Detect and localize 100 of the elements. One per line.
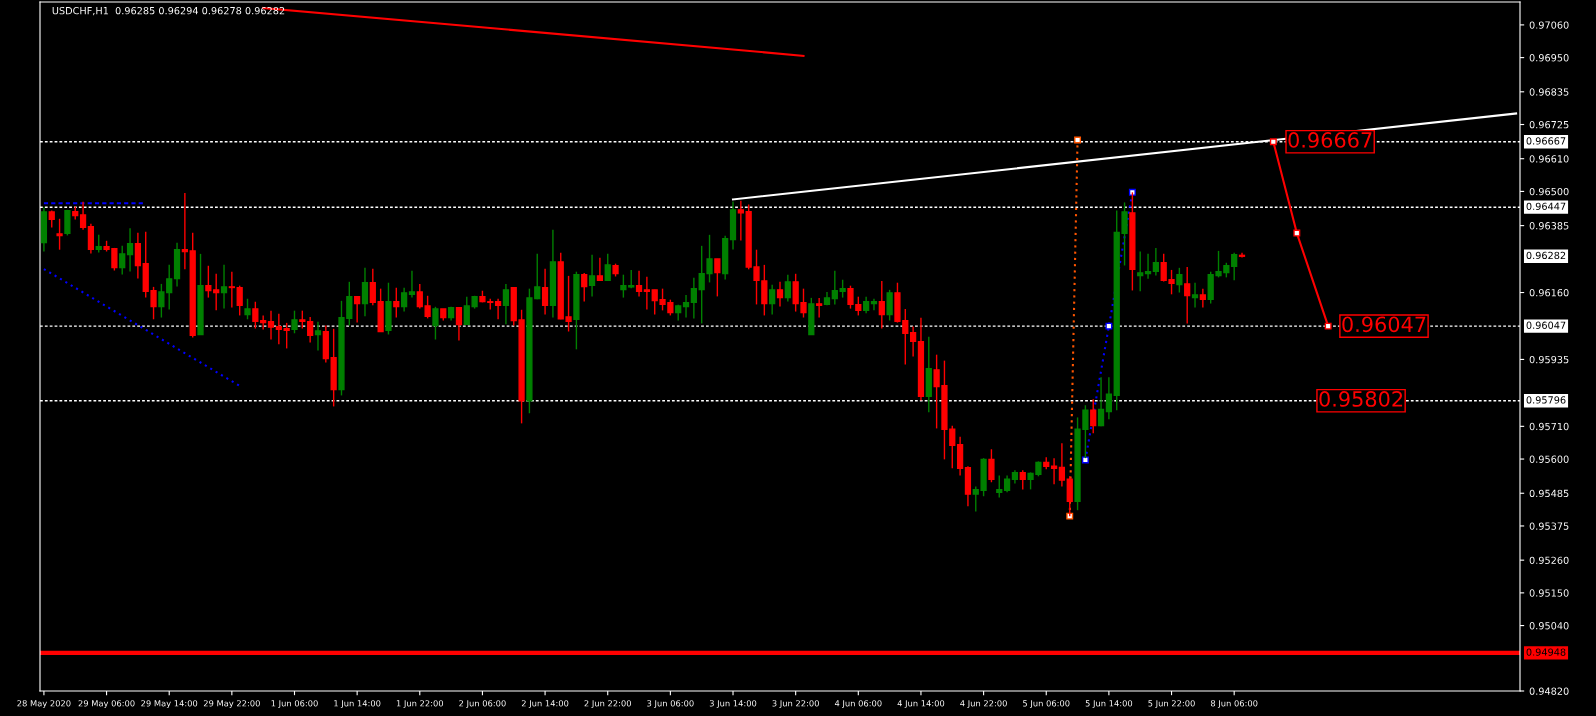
annotation: 0.96047 [1342,316,1426,333]
ref-line-label: 0.96667 [1526,137,1566,145]
point [1105,322,1113,330]
candlestick [1137,250,1144,293]
ref-line-label: 0.95796 [1526,396,1566,404]
candlestick [1050,457,1058,486]
x-tick-label: 1 Jun 22:00 [396,700,444,709]
y-tick-label: 0.95375 [1529,522,1569,530]
candlestick [1097,376,1105,428]
candlestick [291,309,298,334]
x-tick-label: 8 Jun 06:00 [1210,700,1258,709]
candlestick [1231,251,1238,282]
candlestick [408,270,416,299]
x-tick-label: 1 Jun 06:00 [271,700,318,709]
text: 0.96282 [1526,251,1566,260]
candlestick [816,297,823,319]
point [1293,229,1301,237]
candlestick [1058,442,1066,488]
y-tick-label: 0.95710 [1529,422,1569,431]
candlestick [401,287,408,313]
y-tick-label: 0.96610 [1529,155,1569,163]
x-tick-label: 5 Jun 22:00 [1148,700,1195,709]
candlestick [64,209,71,237]
y-tick-label: 0.95600 [1529,455,1569,463]
candlestick [690,276,697,320]
candlestick [1066,475,1073,517]
candlestick [354,295,361,324]
x-tick-label: 4 Jun 22:00 [960,700,1007,709]
candlestick [784,273,791,303]
candlestick [831,270,838,306]
candlestick [56,218,63,251]
candlestick [260,314,267,331]
y-tick-label: 0.95260 [1529,556,1569,564]
ref-line-label: 0.94948 [1526,648,1566,656]
candlestick [643,276,651,311]
point [1081,456,1089,464]
candlestick [1191,282,1199,309]
candlestick [604,253,611,282]
candlestick [1019,469,1026,491]
candlestick [1184,266,1191,325]
candlestick [956,436,964,477]
candlestick [1144,253,1152,280]
y-tick-label: 0.97060 [1529,21,1569,29]
candlestick [988,448,995,483]
candlestick [205,265,212,299]
x-tick-label: 2 Jun 22:00 [584,700,631,709]
candlestick [714,258,721,298]
candlestick [1152,247,1159,277]
y-tick-label: 0.94820 [1529,687,1569,695]
candlestick [283,322,290,350]
candlestick [307,316,314,344]
candlestick [581,272,588,303]
x-tick-label: 4 Jun 14:00 [897,700,945,709]
candlestick [1090,398,1097,434]
y-tick-label: 0.95040 [1529,622,1569,630]
candlestick [252,301,259,330]
x-tick-label: 28 May 2020 [17,700,71,709]
y-tick-label: 0.95935 [1529,355,1569,364]
x-tick-label: 5 Jun 06:00 [1023,700,1070,709]
candlestick [635,270,643,298]
candlestick [541,268,549,316]
candlestick [1105,376,1113,420]
candlestick [134,232,142,280]
annotation: 0.96667 [1288,132,1372,148]
candlestick [596,257,604,282]
x-tick-label: 3 Jun 14:00 [709,700,757,709]
candlestick [432,306,439,341]
x-tick-label: 4 Jun 06:00 [834,700,882,709]
x-tick-label: 1 Jun 14:00 [334,700,381,709]
candlestick [769,284,776,316]
x-tick-label: 3 Jun 22:00 [772,700,819,709]
point [1269,138,1277,146]
candlestick [776,281,784,308]
candlestick [369,268,376,307]
candlestick [119,245,126,276]
candlestick [870,298,878,312]
x-tick-label: 5 Jun 14:00 [1085,700,1133,709]
candlestick [1199,287,1206,309]
candlestick [267,309,275,341]
candlestick [737,199,744,242]
candlestick [236,284,243,317]
x-tick-label: 29 May 06:00 [78,700,135,709]
chart-title: USDCHF,H1 0.96285 0.96294 0.96278 0.96282 [52,6,285,16]
candlestick [886,289,893,322]
x-tick-label: 2 Jun 06:00 [459,700,506,709]
candlestick [1176,267,1183,294]
candlestick [878,280,885,330]
candlestick [181,192,188,271]
y-tick-label: 0.96950 [1529,54,1569,62]
candlestick [393,287,400,319]
y-tick-label: 0.96500 [1529,187,1569,196]
candlestick [220,264,228,310]
point [1324,322,1332,330]
candlestick [996,474,1003,499]
candlestick [909,325,917,358]
point [1128,188,1136,196]
candlestick [126,227,134,273]
y-tick-label: 0.96835 [1529,88,1569,96]
annotation: 0.95802 [1319,391,1403,407]
candlestick [588,254,596,298]
